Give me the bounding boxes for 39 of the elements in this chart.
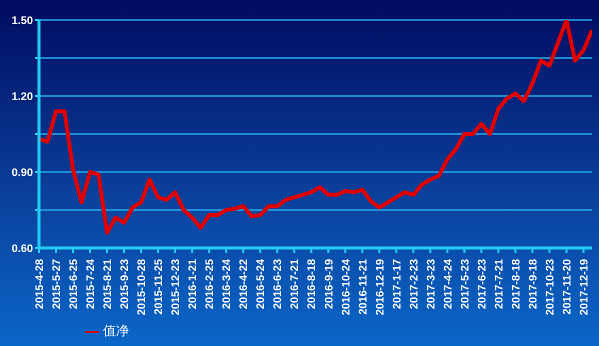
- x-tick-label: 2015-6-25: [68, 259, 80, 310]
- x-tick-label: 2017-3-23: [425, 259, 438, 310]
- x-tick-label: 2017-9-18: [527, 259, 540, 310]
- x-tick-label: 2017-4-24: [442, 258, 454, 310]
- y-tick-label: 0.60: [12, 242, 33, 255]
- x-tick-label: 2017-8-18: [510, 259, 522, 310]
- x-tick-label: 2017-10-23: [544, 259, 556, 316]
- x-tick-label: 2015-5-27: [51, 259, 64, 310]
- y-tick-label: 1.50: [12, 14, 33, 27]
- x-tick-label: 2016-1-21: [187, 259, 200, 310]
- x-tick-label: 2016-8-18: [306, 259, 318, 310]
- x-tick-label: 2015-7-24: [85, 258, 98, 310]
- x-tick-label: 2015-4-28: [34, 259, 46, 310]
- x-tick-label: 2016-6-23: [272, 259, 284, 310]
- x-tick-label: 2016-12-19: [374, 259, 386, 316]
- x-tick-label: 2016-9-19: [323, 259, 336, 310]
- x-tick-label: 2016-10-24: [340, 258, 352, 316]
- x-tick-label: 2017-5-23: [459, 259, 472, 310]
- x-tick-label: 2016-4-22: [238, 259, 250, 310]
- x-tick-label: 2017-6-23: [476, 259, 488, 310]
- x-tick-label: 2017-2-23: [408, 259, 420, 310]
- x-tick-label: 2015-9-23: [119, 259, 132, 310]
- x-tick-label: 2015-11-25: [153, 259, 166, 315]
- line-series: [39, 20, 592, 235]
- x-tick-label: 2016-5-24: [255, 258, 268, 310]
- x-tick-label: 2017-1-17: [391, 259, 404, 310]
- x-tick-label: 2017-11-20: [561, 259, 574, 315]
- x-tick-label: 2016-3-24: [221, 258, 234, 310]
- x-tick-label: 2016-11-21: [357, 259, 370, 315]
- x-tick-label: 2016-7-21: [289, 259, 302, 310]
- legend-label: 值净: [103, 323, 129, 338]
- x-tick-label: 2017-12-19: [578, 259, 590, 316]
- y-tick-label: 0.90: [12, 166, 33, 179]
- x-tick-label: 2015-8-21: [102, 259, 114, 310]
- x-tick-label: 2017-7-21: [493, 259, 506, 310]
- x-tick-label: 2015-10-28: [136, 259, 148, 316]
- y-tick-label: 1.20: [12, 90, 33, 103]
- x-tick-label: 2015-12-23: [170, 259, 182, 316]
- x-tick-label: 2016-2-25: [204, 259, 216, 310]
